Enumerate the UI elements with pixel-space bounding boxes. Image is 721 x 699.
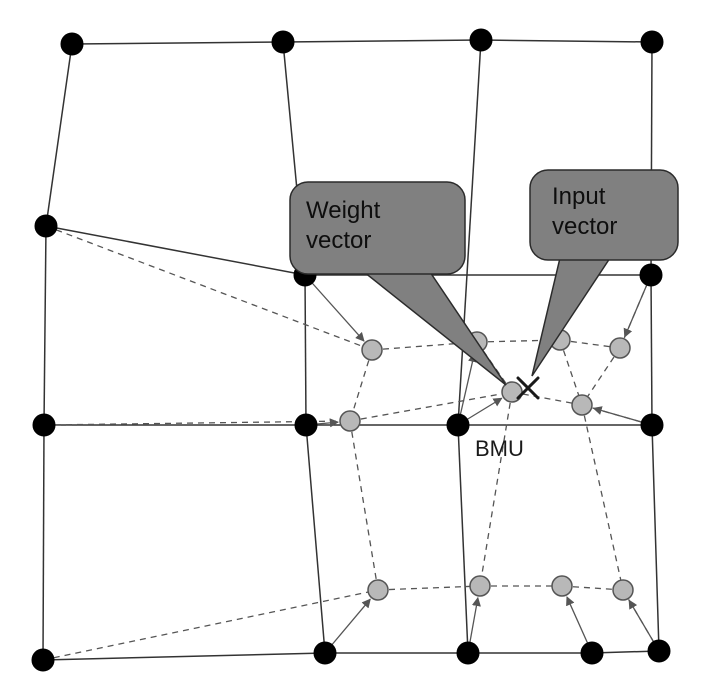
node-updated xyxy=(610,338,630,358)
node-original xyxy=(32,649,54,671)
node-updated xyxy=(552,576,572,596)
grid-edge xyxy=(305,275,306,425)
callout-weight-vector: Weight vector xyxy=(290,182,506,385)
node-updated xyxy=(362,340,382,360)
node-original xyxy=(295,414,317,436)
node-original xyxy=(641,414,663,436)
grid-edge-dashed xyxy=(480,392,512,586)
node-original xyxy=(640,264,662,286)
nodes-original xyxy=(32,29,670,671)
node-updated xyxy=(613,580,633,600)
node-original xyxy=(33,414,55,436)
grid-edge xyxy=(458,425,468,653)
grid-edge-dashed xyxy=(350,350,372,421)
node-updated xyxy=(368,580,388,600)
grid-edges-solid xyxy=(43,40,659,660)
node-original xyxy=(272,31,294,53)
grid-edge xyxy=(43,653,325,660)
grid-edge xyxy=(43,425,44,660)
grid-edge xyxy=(306,425,325,653)
grid-edge xyxy=(46,44,72,226)
labels: BMU xyxy=(475,436,524,461)
grid-edge-dashed xyxy=(582,405,623,590)
node-original xyxy=(470,29,492,51)
node-original xyxy=(447,414,469,436)
movement-arrow xyxy=(305,275,364,341)
node-original xyxy=(457,642,479,664)
node-original xyxy=(648,640,670,662)
grid-edge xyxy=(481,40,652,42)
grid-edge xyxy=(283,40,481,42)
callout-tail xyxy=(364,272,506,385)
node-updated xyxy=(572,395,592,415)
node-original xyxy=(314,642,336,664)
node-updated xyxy=(470,576,490,596)
grid-edge-dashed xyxy=(350,421,378,590)
node-original xyxy=(35,215,57,237)
bmu-label: BMU xyxy=(475,436,524,461)
node-updated xyxy=(340,411,360,431)
grid-edge xyxy=(46,226,305,275)
node-original xyxy=(61,33,83,55)
grid-edge xyxy=(651,275,652,425)
grid-edge xyxy=(652,425,659,651)
nodes-updated xyxy=(340,330,633,600)
grid-edge xyxy=(44,226,46,425)
node-original xyxy=(581,642,603,664)
grid-edge xyxy=(72,42,283,44)
node-original xyxy=(641,31,663,53)
som-diagram: BMU Weight vector Input vector xyxy=(0,0,721,699)
